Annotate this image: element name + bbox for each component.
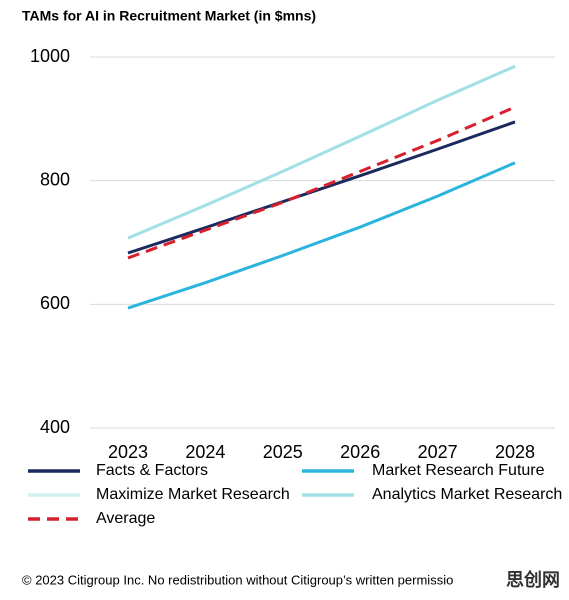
series-line [127, 161, 516, 310]
legend-label: Facts & Factors [96, 462, 208, 479]
x-tick-label: 2023 [108, 442, 148, 462]
chart-title: TAMs for AI in Recruitment Market (in $m… [22, 8, 316, 24]
y-tick-label: 1000 [30, 46, 70, 66]
y-tick-label: 600 [40, 293, 70, 313]
y-tick-label: 400 [40, 417, 70, 437]
x-tick-label: 2025 [263, 442, 303, 462]
x-tick-label: 2028 [495, 442, 535, 462]
watermark: 思创网 [506, 569, 560, 590]
series-line [127, 120, 516, 255]
legend-label: Market Research Future [372, 462, 545, 479]
x-tick-label: 2027 [418, 442, 458, 462]
footer: © 2023 Citigroup Inc. No redistribution … [22, 572, 453, 587]
legend-label: Average [96, 510, 155, 527]
y-tick-label: 800 [40, 169, 70, 189]
series-line [127, 64, 516, 240]
x-tick-label: 2024 [185, 442, 225, 462]
legend-label: Analytics Market Research [372, 486, 562, 503]
legend-label: Maximize Market Research [96, 486, 290, 503]
x-tick-label: 2026 [340, 442, 380, 462]
series-line [127, 105, 516, 260]
